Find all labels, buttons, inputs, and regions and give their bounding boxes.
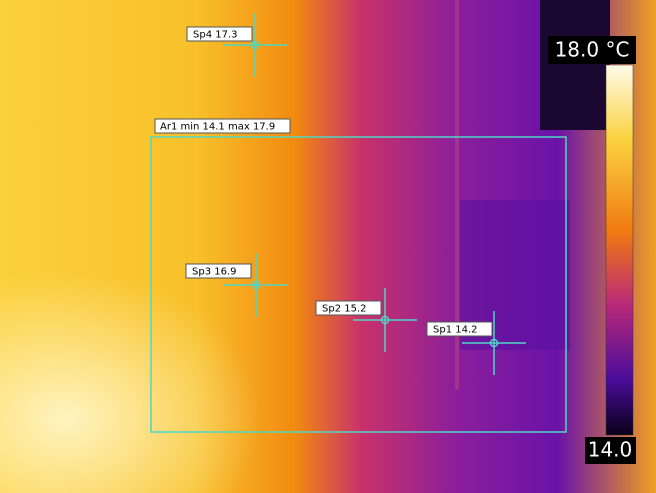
spot-label-box: [315, 300, 382, 316]
spot-label-box: [426, 321, 493, 337]
spot-label: Sp3 16.9: [192, 267, 237, 278]
area-label: Ar1 min 14.1 max 17.9: [160, 122, 275, 133]
spot-label-box: [185, 263, 252, 279]
crosshair-center: [380, 315, 390, 325]
crosshair-center: [250, 40, 260, 50]
spot-label-box: [186, 26, 253, 42]
crosshair-center: [251, 280, 261, 290]
pipe: [455, 0, 459, 390]
color-scale: [605, 64, 634, 436]
spot-label: Sp2 15.2: [322, 304, 367, 315]
area-label-box: [154, 118, 291, 134]
min-box: [585, 437, 636, 464]
spots: Sp4 17.3 Sp3 16.9 Sp2 15.2 Sp1 14.2: [185, 13, 526, 375]
max-box: [548, 36, 636, 64]
scale-max: 18.0 °C: [555, 38, 630, 62]
scale-min: 14.0: [588, 438, 633, 462]
spot-label: Sp4 17.3: [193, 30, 238, 41]
spot-label: Sp1 14.2: [433, 325, 478, 336]
dark-window: [540, 0, 610, 130]
crosshair-center: [489, 338, 499, 348]
area-box: [150, 136, 567, 433]
